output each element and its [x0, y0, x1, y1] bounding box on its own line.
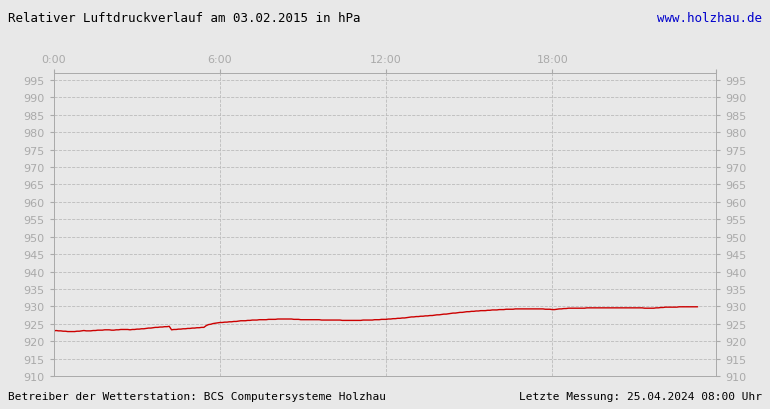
Text: Betreiber der Wetterstation: BCS Computersysteme Holzhau: Betreiber der Wetterstation: BCS Compute… [8, 391, 386, 401]
Text: www.holzhau.de: www.holzhau.de [658, 12, 762, 25]
Text: Relativer Luftdruckverlauf am 03.02.2015 in hPa: Relativer Luftdruckverlauf am 03.02.2015… [8, 12, 360, 25]
Text: Letzte Messung: 25.04.2024 08:00 Uhr: Letzte Messung: 25.04.2024 08:00 Uhr [519, 391, 762, 401]
